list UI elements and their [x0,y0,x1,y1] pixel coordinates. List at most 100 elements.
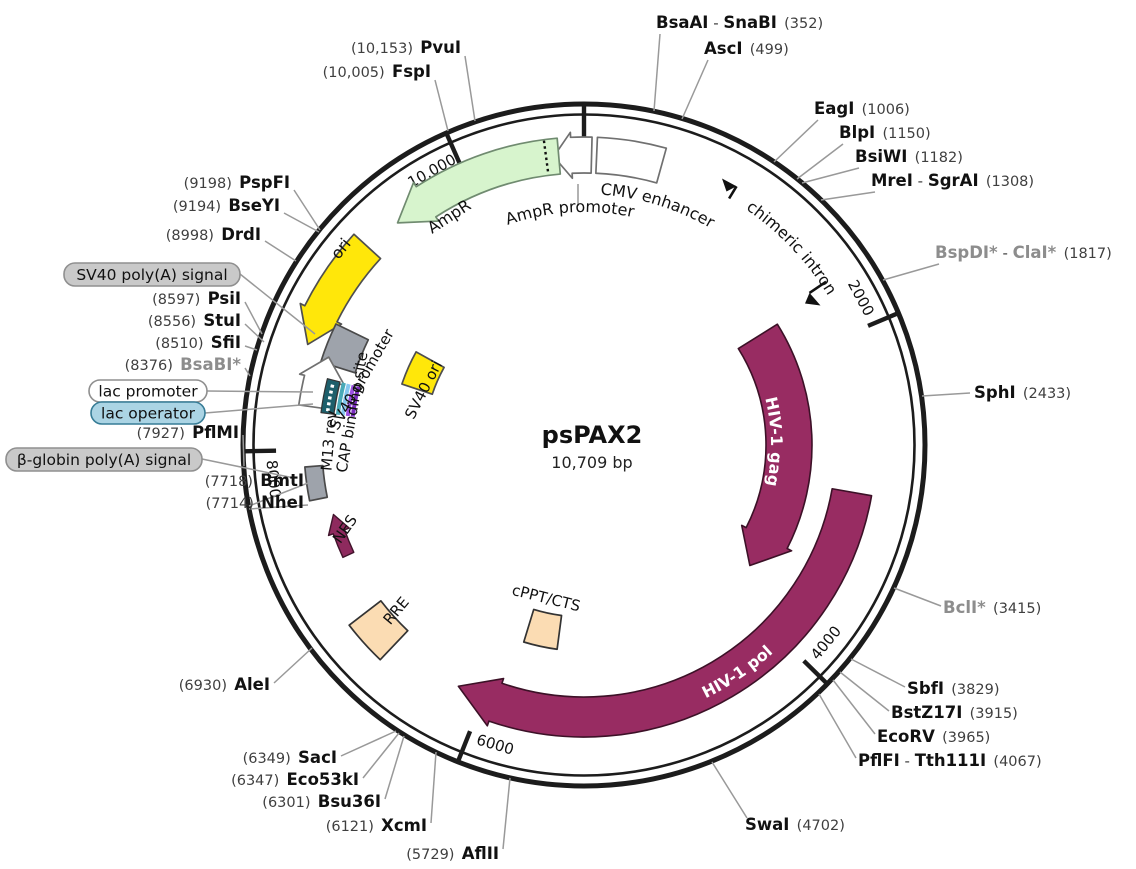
plasmid-title: psPAX2 [542,421,643,449]
leader-bmti [248,482,309,507]
leader-pspfi [293,189,321,231]
enzyme-label-bmti: (7718) BmtI [205,471,304,490]
leader-bseyi [283,212,320,233]
leader-lac-promoter-pill [206,390,314,393]
enzyme-label-sbfi: SbfI (3829) [907,679,999,698]
enzyme-label-eagi: EagI (1006) [814,99,910,118]
enzyme-label-swai: SwaI (4702) [745,815,845,834]
leader-alei [273,647,313,684]
tick-mark [243,448,277,454]
chimeric-intron-start-flag [722,178,737,192]
enzyme-label-mrei-sgrai: MreI - SgrAI (1308) [871,171,1034,190]
tick-label: 8000 [262,459,284,499]
chimeric-intron-label: chimeric intron [743,197,841,298]
sv40-polya-signal-pill-label: SV40 poly(A) signal [76,266,227,284]
leader-sbfi [850,658,906,688]
leader-asci [681,59,709,120]
ampr-promoter-label-text: AmpR promoter [503,197,636,229]
enzyme-label-asci: AscI (499) [704,39,789,58]
leader-sv40-polya-signal-pill [239,273,316,335]
leader-stui [244,323,265,343]
ampr-promoter-label: AmpR promoter [503,197,636,229]
plasmid-size: 10,709 bp [551,453,632,472]
lac-operator-pill [90,401,206,425]
leader-sphi [921,392,971,397]
chimeric-intron-start-flag-staff [727,185,738,200]
beta-globin-polya-pill-label: β-globin poly(A) signal [17,451,191,469]
feature-cap-binding-stripe [335,382,346,416]
enzyme-label-bspdi-clai-: BspDI* - ClaI* (1817) [935,243,1112,262]
cppt-cts-label: cPPT/CTS [510,581,582,615]
enzyme-label-drdi: (8998) DrdI [166,225,261,244]
enzyme-label-blpi: BlpI (1150) [839,123,931,142]
leader-bsabi- [244,367,251,377]
chimeric-intron-end-flag [805,292,821,306]
enzyme-label-psii: (8597) PsiI [152,289,241,308]
leader-ecorv [832,679,876,735]
feature-rre-box [348,599,409,661]
sv40-polya-signal-pill [63,262,241,287]
enzyme-label-saci: (6349) SacI [243,748,337,767]
leader-mrei-sgrai [820,191,876,201]
enzyme-label-sfii: (8510) SfiI [155,333,241,352]
enzyme-label-xcmi: (6121) XcmI [326,816,427,835]
feature-ori-arrow [299,233,382,346]
leader-pvui [464,55,476,122]
enzyme-label-bsaai-snabi: BsaAI - SnaBI (352) [656,13,823,32]
leader-saci [340,730,397,757]
tick-mark [444,132,462,165]
tick-mark [455,730,473,763]
enzyme-label-bcli-: BclI* (3415) [943,598,1041,617]
leader-psii [244,301,263,335]
leader-nhei [248,504,309,510]
leader-sfii [244,345,258,351]
feature-hiv1-pol-arrow [457,487,873,738]
enzyme-label-pflmi: (7927) PflMI [137,423,239,442]
feature-nes-arrow [327,513,355,559]
enzyme-label-pspfi: (9198) PspFI [184,173,290,192]
enzyme-label-pflfi-tth111i: PflFI - Tth111I (4067) [858,751,1042,770]
leader-fspi [434,79,449,132]
feature-lac-stripe-purple [350,386,361,417]
leader-bsiwi [801,167,860,184]
feature-m13-rev-bar [320,378,341,415]
chimeric-intron-end-flag-staff [808,280,827,294]
enzyme-label-pvui: (10,153) PvuI [351,38,461,57]
leader-drdi [264,240,297,262]
leader-bcli- [893,587,942,607]
enzyme-label-stui: (8556) StuI [148,311,241,330]
enzyme-label-alei: (6930) AleI [179,675,270,694]
feature-lac-stripe-blue [340,383,351,416]
leader-eagi [773,119,819,163]
feature-ampr-arrow [396,137,562,224]
enzyme-label-eco53ki: (6347) Eco53kI [231,770,359,789]
enzyme-label-bseyi: (9194) BseYI [173,196,280,215]
feature-lac-stripe-violet [345,384,356,417]
leader-beta-globin-polya-pill [201,458,295,479]
enzyme-label-ecorv: EcoRV (3965) [877,727,990,746]
feature-cppt-cts-box [522,608,563,651]
enzyme-label-bsiwi: BsiWI (1182) [855,147,963,166]
leader-bspdi-clai- [882,263,940,281]
tick-mark [802,659,829,686]
lac-operator-pill-label: lac operator [101,405,196,423]
enzyme-label-aflii: (5729) AflII [406,844,499,863]
feature-sv40-polya-box [319,323,370,374]
leader-blpi [796,143,844,180]
beta-globin-polya-pill [5,447,203,472]
tick-label: 4000 [807,622,845,663]
feature-cmv-enhancer-box [595,136,668,184]
lac-promoter-pill-label: lac promoter [98,383,198,401]
enzyme-label-bsu36i: (6301) Bsu36I [262,792,381,811]
enzyme-label-bstz17i: BstZ17I (3915) [891,703,1018,722]
tick-mark [867,311,900,328]
m13-rev-label: M13 rev [317,409,340,471]
leader-bsu36i [384,735,405,800]
enzyme-label-bsabi-: (8376) BsaBI* [125,355,242,374]
m13-rev-dash-pattern [325,382,335,412]
leader-lac-operator-pill [204,403,314,414]
leader-eco53ki [362,732,400,779]
leader-pflfi-tth111i [818,693,857,759]
enzyme-label-nhei: (7714) NheI [206,493,304,512]
